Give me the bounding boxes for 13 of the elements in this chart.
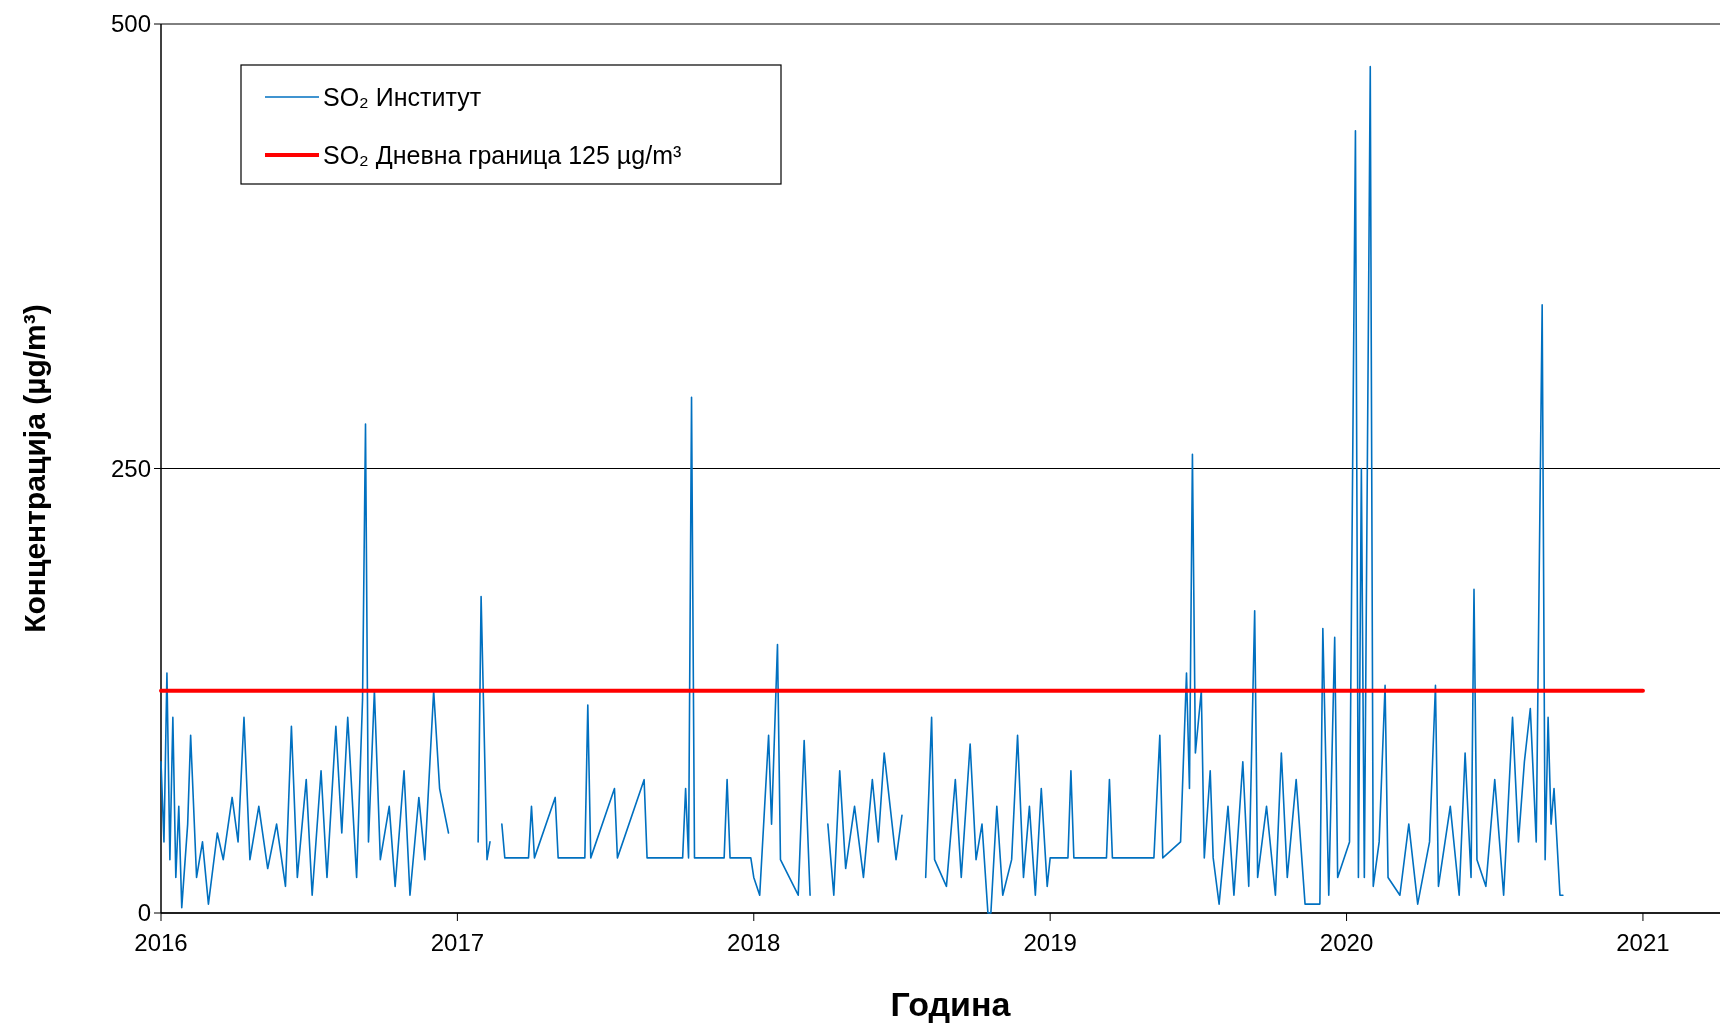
x-tick-label: 2021 bbox=[1616, 929, 1670, 956]
x-tick-label: 2018 bbox=[727, 929, 781, 956]
y-tick-label: 500 bbox=[110, 10, 151, 38]
x-tick-label: 2016 bbox=[134, 929, 188, 956]
y-axis-title: Концентрација (µg/m³) bbox=[18, 304, 51, 633]
x-tick-label: 2020 bbox=[1319, 929, 1374, 956]
x-axis-title: Година bbox=[890, 985, 1012, 1023]
legend-label: SO₂ Дневна граница 125 µg/m³ bbox=[323, 140, 682, 169]
legend-label: SO₂ Институт bbox=[323, 82, 482, 111]
x-tick-label: 2019 bbox=[1023, 929, 1077, 956]
x-tick-label: 2017 bbox=[430, 929, 485, 956]
y-tick-label: 250 bbox=[110, 454, 151, 482]
y-tick-label: 0 bbox=[137, 899, 151, 927]
